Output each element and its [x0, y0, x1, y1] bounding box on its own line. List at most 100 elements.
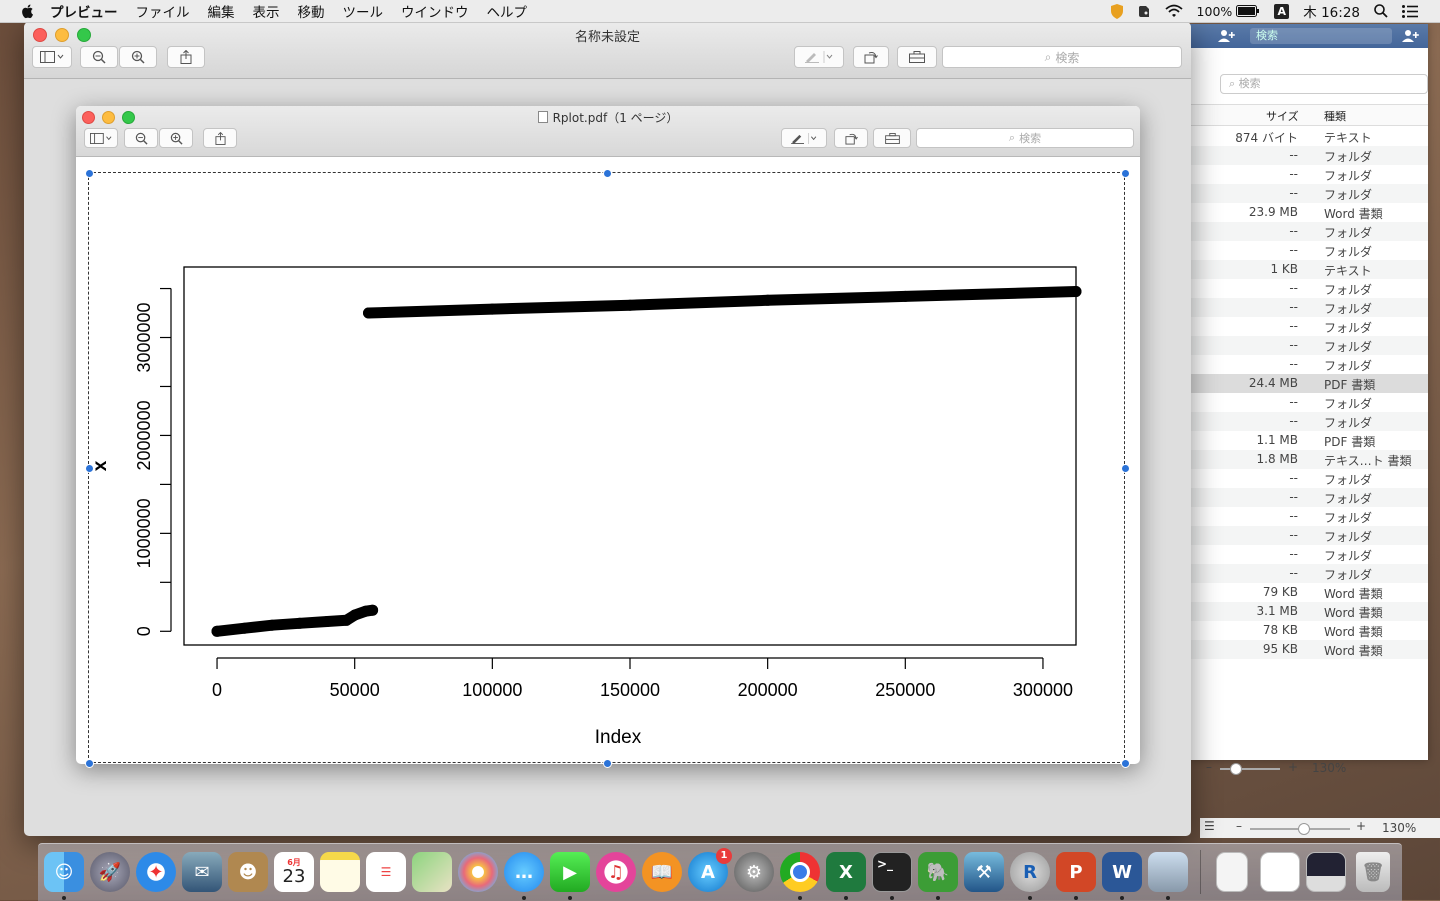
- evernote-icon[interactable]: 🐘: [918, 852, 958, 892]
- file-row[interactable]: -- フォルダ: [1190, 526, 1428, 545]
- selection-handle-right[interactable]: [1121, 464, 1130, 473]
- share-button[interactable]: [167, 46, 205, 68]
- menu-edit[interactable]: 編集: [207, 5, 235, 21]
- zoom-slider-knob[interactable]: [1298, 823, 1310, 835]
- sidebar-toggle-button[interactable]: [84, 128, 118, 148]
- zoom-button[interactable]: [77, 28, 91, 42]
- file-row[interactable]: -- フォルダ: [1190, 279, 1428, 298]
- minimize-button[interactable]: [55, 28, 69, 42]
- file-row[interactable]: -- フォルダ: [1190, 564, 1428, 583]
- zoom-in-icon[interactable]: +: [1288, 760, 1299, 774]
- messages-icon[interactable]: …: [504, 852, 544, 892]
- notification-center-icon[interactable]: [1402, 4, 1418, 18]
- zoom-in-icon[interactable]: +: [1356, 819, 1367, 833]
- outer-search-input[interactable]: ⌕ 検索: [942, 46, 1182, 68]
- file-row[interactable]: 79 KB Word 書類: [1190, 583, 1428, 602]
- file-row[interactable]: -- フォルダ: [1190, 507, 1428, 526]
- file-row[interactable]: 1 KB テキスト: [1190, 260, 1428, 279]
- facetime-icon[interactable]: ▶: [550, 852, 590, 892]
- apple-icon[interactable]: [20, 3, 36, 19]
- file-row[interactable]: 1.1 MB PDF 書類: [1190, 431, 1428, 450]
- file-row[interactable]: -- フォルダ: [1190, 184, 1428, 203]
- zoom-out-icon[interactable]: –: [1206, 760, 1212, 774]
- wifi-icon[interactable]: [1164, 4, 1183, 18]
- finder-search-input[interactable]: ⌕ 検索: [1220, 74, 1428, 94]
- add-person-icon[interactable]: [1218, 29, 1236, 43]
- zoom-slider[interactable]: [1220, 768, 1280, 770]
- chrome-icon[interactable]: [780, 852, 820, 892]
- file-row[interactable]: 78 KB Word 書類: [1190, 621, 1428, 640]
- mail-icon[interactable]: ✉: [182, 852, 222, 892]
- menu-app-name[interactable]: プレビュー: [50, 5, 118, 21]
- markup-pen-button[interactable]: [794, 46, 844, 68]
- downloads-stack-icon[interactable]: [1260, 852, 1300, 892]
- word-icon[interactable]: W: [1102, 852, 1142, 892]
- evernote-icon[interactable]: [1137, 4, 1151, 19]
- menu-help[interactable]: ヘルプ: [486, 5, 528, 21]
- file-row[interactable]: 874 バイト テキスト: [1190, 127, 1428, 146]
- share-button[interactable]: [203, 128, 237, 148]
- zoom-out-icon[interactable]: –: [1236, 819, 1242, 833]
- toolbox-button[interactable]: [873, 128, 911, 148]
- preview-icon[interactable]: [1148, 852, 1188, 892]
- file-row[interactable]: 23.9 MB Word 書類: [1190, 203, 1428, 222]
- file-row[interactable]: -- フォルダ: [1190, 317, 1428, 336]
- file-row[interactable]: -- フォルダ: [1190, 393, 1428, 412]
- markup-pen-button[interactable]: [781, 128, 827, 148]
- battery-icon[interactable]: [1236, 5, 1260, 17]
- menu-clock[interactable]: 木 16:28: [1303, 5, 1360, 21]
- file-row[interactable]: -- フォルダ: [1190, 165, 1428, 184]
- file-row[interactable]: 3.1 MB Word 書類: [1190, 602, 1428, 621]
- selection-handle-left[interactable]: [85, 464, 94, 473]
- file-row[interactable]: 95 KB Word 書類: [1190, 640, 1428, 659]
- selection-handle-bottom[interactable]: [603, 759, 612, 768]
- shield-icon[interactable]: [1110, 3, 1123, 19]
- contacts-icon[interactable]: ☻: [228, 852, 268, 892]
- selection-handle-top[interactable]: [603, 169, 612, 178]
- file-row[interactable]: -- フォルダ: [1190, 222, 1428, 241]
- file-row[interactable]: -- フォルダ: [1190, 298, 1428, 317]
- selection-rectangle[interactable]: [88, 172, 1125, 763]
- menu-window[interactable]: ウインドウ: [401, 5, 469, 21]
- file-row[interactable]: -- フォルダ: [1190, 488, 1428, 507]
- spotlight-icon[interactable]: [1374, 4, 1388, 18]
- rotate-button[interactable]: [853, 46, 889, 68]
- list-icon[interactable]: ☰: [1204, 819, 1215, 833]
- zoom-slider-knob[interactable]: [1230, 763, 1242, 775]
- input-method-icon[interactable]: A: [1274, 3, 1290, 19]
- r-icon[interactable]: R: [1010, 852, 1050, 892]
- menu-view[interactable]: 表示: [252, 5, 280, 21]
- minimize-button[interactable]: [102, 111, 115, 124]
- selection-handle-top-left[interactable]: [85, 169, 94, 178]
- system-preferences-icon[interactable]: ⚙: [734, 852, 774, 892]
- excel-icon[interactable]: X: [826, 852, 866, 892]
- xcode-icon[interactable]: ⚒: [964, 852, 1004, 892]
- terminal-icon[interactable]: >_: [872, 852, 912, 892]
- sidebar-toggle-button[interactable]: [32, 46, 72, 68]
- file-row[interactable]: -- フォルダ: [1190, 355, 1428, 374]
- file-row[interactable]: -- フォルダ: [1190, 545, 1428, 564]
- finder-icon[interactable]: ☺: [44, 852, 84, 892]
- menu-go[interactable]: 移動: [297, 5, 325, 21]
- file-row[interactable]: -- フォルダ: [1190, 469, 1428, 488]
- reminders-icon[interactable]: ☰: [366, 852, 406, 892]
- column-kind[interactable]: 種類: [1324, 110, 1346, 123]
- calendar-icon[interactable]: 6月 23: [274, 852, 314, 892]
- file-row[interactable]: 24.4 MB PDF 書類: [1190, 374, 1428, 393]
- ibooks-icon[interactable]: 📖: [642, 852, 682, 892]
- powerpoint-icon[interactable]: P: [1056, 852, 1096, 892]
- zoom-button[interactable]: [122, 111, 135, 124]
- close-button[interactable]: [82, 111, 95, 124]
- documents-stack-icon[interactable]: [1216, 852, 1248, 892]
- file-row[interactable]: -- フォルダ: [1190, 412, 1428, 431]
- rotate-button[interactable]: [834, 128, 868, 148]
- finder-top-search[interactable]: 検索: [1250, 28, 1392, 44]
- maps-icon[interactable]: [412, 852, 452, 892]
- photos-icon[interactable]: [458, 852, 498, 892]
- column-size[interactable]: サイズ: [1266, 110, 1299, 123]
- file-row[interactable]: -- フォルダ: [1190, 336, 1428, 355]
- selection-handle-top-right[interactable]: [1121, 169, 1130, 178]
- zoom-in-button[interactable]: [159, 128, 193, 148]
- safari-icon[interactable]: ✦: [136, 852, 176, 892]
